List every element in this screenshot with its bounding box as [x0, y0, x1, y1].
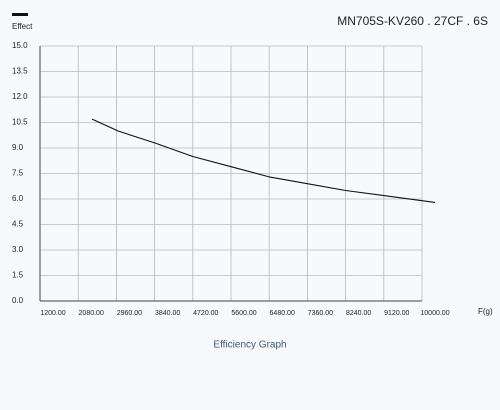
y-tick-label: 7.5 [12, 169, 24, 178]
y-tick-label: 4.5 [12, 220, 24, 229]
y-tick-label: 3.0 [12, 245, 24, 254]
x-tick-label: 1200.00 [40, 310, 65, 317]
y-tick-label: 1.5 [12, 271, 24, 280]
y-tick-label: 9.0 [12, 143, 24, 152]
y-tick-label: 0.0 [12, 296, 24, 305]
x-tick-label: 8240.00 [346, 310, 371, 317]
chart-subtitle: Efficiency Graph [213, 340, 286, 351]
x-tick-label: 5600.00 [231, 310, 256, 317]
x-tick-label: 9120.00 [384, 310, 409, 317]
y-tick-label: 12.0 [12, 92, 28, 101]
chart-title: MN705S-KV260 . 27CF . 6S [337, 14, 488, 28]
x-axis-label: F(g) [478, 307, 493, 316]
y-tick-label: 13.5 [12, 67, 28, 76]
y-tick-label: 6.0 [12, 194, 24, 203]
x-tick-label: 10000.00 [420, 310, 449, 317]
x-tick-label: 2080.00 [79, 310, 104, 317]
data-line [91, 118, 436, 203]
x-tick-label: 2960.00 [117, 310, 142, 317]
legend-swatch [12, 13, 28, 16]
y-tick-label: 10.5 [12, 118, 28, 127]
x-tick-label: 6480.00 [270, 310, 295, 317]
x-tick-label: 7360.00 [308, 310, 333, 317]
y-tick-label: 15.0 [12, 41, 28, 50]
x-tick-label: 4720.00 [193, 310, 218, 317]
y-axis-label: Effect [12, 22, 33, 31]
x-tick-label: 3840.00 [155, 310, 180, 317]
